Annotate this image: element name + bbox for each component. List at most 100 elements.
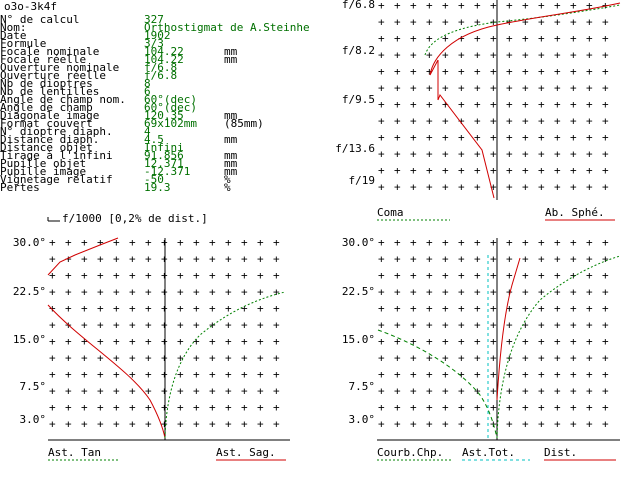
grid-mark: + [378,131,385,144]
grid-mark: + [570,131,577,144]
grid-mark: + [81,385,88,398]
grid-mark: + [458,401,465,414]
info-value: f/6.8 [144,61,178,74]
grid-mark: + [490,236,497,249]
grid-mark: + [209,236,216,249]
y-tick-label: f/13.6 [335,142,375,155]
grid-mark: + [602,401,609,414]
info-label: Format couvert [0,117,93,130]
grid-mark: + [145,302,152,315]
grid-mark: + [257,401,264,414]
grid-mark: + [65,302,72,315]
grid-mark: + [193,269,200,282]
grid-mark: + [554,115,561,128]
grid-mark: + [273,236,280,249]
grid-mark: + [570,368,577,381]
grid-mark: + [129,269,136,282]
grid-mark: + [81,302,88,315]
grid-mark: + [490,0,497,12]
grid-mark: + [538,0,545,12]
grid-mark: + [426,49,433,62]
tangential-curve [47,304,166,439]
grid-mark: + [241,253,248,266]
grid-mark: + [442,418,449,431]
grid-mark: + [394,385,401,398]
grid-mark: + [273,401,280,414]
grid-mark: + [177,253,184,266]
grid-mark: + [602,385,609,398]
grid-mark: + [378,401,385,414]
grid-mark: + [410,115,417,128]
grid-mark: + [129,302,136,315]
grid-mark: + [570,0,577,12]
grid-mark: + [394,164,401,177]
grid-mark: + [394,236,401,249]
grid-mark: + [458,148,465,161]
grid-mark: + [378,115,385,128]
grid-mark: + [129,335,136,348]
grid-mark: + [257,302,264,315]
grid-mark: + [522,352,529,365]
grid-mark: + [554,335,561,348]
grid-mark: + [257,352,264,365]
grid-mark: + [522,368,529,381]
grid-mark: + [177,418,184,431]
grid-mark: + [394,131,401,144]
grid-mark: + [113,319,120,332]
info-unit: mm [224,149,238,162]
spherical-grid: + + + + + + + + + + + + + + + + + + + + + + + + + + + + + + + + + + + + + + + +… [378,0,609,194]
grid-mark: + [129,385,136,398]
legend-spherical: Ab. Sphé. [545,206,605,219]
grid-mark: + [426,0,433,12]
grid-mark: + [522,418,529,431]
grid-mark: + [193,418,200,431]
info-label: Angle de champ [0,101,93,114]
grid-mark: + [506,319,513,332]
grid-mark: + [378,148,385,161]
grid-mark: + [570,115,577,128]
grid-mark: + [394,286,401,299]
grid-mark: + [506,32,513,45]
curvature-curve [377,329,498,439]
grid-mark: + [554,65,561,78]
grid-mark: + [378,181,385,194]
grid-mark: + [554,49,561,62]
grid-mark: + [522,65,529,78]
grid-mark: + [241,352,248,365]
grid-mark: + [522,98,529,111]
info-label: Diagonale image [0,109,100,122]
grid-mark: + [394,368,401,381]
grid-mark: + [193,401,200,414]
grid-mark: + [570,98,577,111]
grid-mark: + [570,418,577,431]
grid-mark: + [49,302,56,315]
grid-mark: + [81,335,88,348]
grid-mark: + [378,352,385,365]
grid-mark: + [193,253,200,266]
grid-mark: + [49,418,56,431]
grid-mark: + [410,352,417,365]
grid-mark: + [241,269,248,282]
grid-mark: + [394,82,401,95]
grid-mark: + [241,401,248,414]
grid-mark: + [65,286,72,299]
grid-mark: + [570,385,577,398]
grid-mark: + [426,401,433,414]
grid-mark: + [442,302,449,315]
grid-mark: + [394,269,401,282]
grid-mark: + [193,385,200,398]
grid-mark: + [522,319,529,332]
info-row: Pupille image -12.371 mm [0,166,300,177]
grid-mark: + [490,16,497,29]
grid-mark: + [410,49,417,62]
grid-mark: + [602,65,609,78]
grid-mark: + [129,418,136,431]
grid-mark: + [225,418,232,431]
info-row: Diagonale image 120.35 mm [0,110,300,121]
grid-mark: + [554,352,561,365]
grid-mark: + [193,236,200,249]
grid-mark: + [570,302,577,315]
grid-mark: + [113,352,120,365]
info-row: Ouverture réelle f/6.8 [0,70,300,81]
grid-mark: + [410,302,417,315]
